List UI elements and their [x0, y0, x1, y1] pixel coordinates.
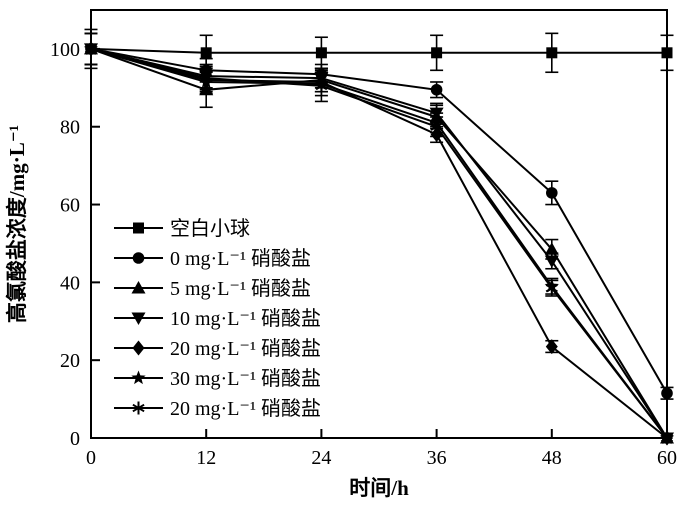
legend-item-0: 空白小球 [114, 217, 250, 240]
asterisk-marker [132, 401, 145, 415]
y-tick-label: 0 [70, 428, 80, 450]
diamond-marker [132, 340, 145, 356]
x-tick-label: 24 [311, 447, 331, 469]
x-axis: 0 12 24 36 48 60 [86, 429, 677, 469]
square-marker [431, 47, 443, 59]
y-axis-label: 高氯酸盐浓度/mg·L⁻¹ [5, 125, 29, 323]
legend-label: 20 mg·L⁻¹ 硝酸盐 [170, 397, 321, 420]
square-marker [133, 222, 144, 234]
square-marker [315, 47, 327, 59]
plot-frame [90, 9, 668, 439]
x-tick-label: 0 [86, 447, 96, 469]
y-axis: 0 20 40 60 80 100 [50, 39, 100, 450]
legend-item-1: 0 mg·L⁻¹ 硝酸盐 [114, 247, 311, 270]
y-tick-label: 20 [60, 350, 80, 372]
legend-item-2: 5 mg·L⁻¹ 硝酸盐 [114, 277, 311, 300]
series-line [90, 47, 668, 439]
y-tick-label: 100 [50, 39, 80, 61]
series-line [90, 47, 668, 439]
series-square [84, 28, 674, 74]
legend-label: 空白小球 [170, 217, 250, 240]
circle-marker [132, 252, 145, 264]
asterisk-marker [545, 281, 558, 295]
x-tick-label: 12 [196, 447, 216, 469]
triangle-down-marker [544, 255, 559, 268]
plot-generated: 0 12 24 36 48 60 0 20 40 60 80 100 空白小球 0 mg·L⁻¹ 硝酸盐 5… [50, 9, 677, 469]
circle-marker [546, 187, 558, 199]
series-line [90, 47, 668, 394]
legend-label: 0 mg·L⁻¹ 硝酸盐 [170, 247, 311, 270]
star-marker [131, 370, 146, 385]
y-tick-label: 60 [60, 195, 80, 217]
series-line [90, 47, 667, 54]
square-marker [546, 47, 558, 59]
y-tick-label: 40 [60, 272, 80, 294]
series-line [90, 47, 668, 439]
x-tick-label: 48 [542, 447, 562, 469]
square-marker [200, 47, 212, 59]
x-tick-label: 60 [657, 447, 677, 469]
legend-item-5: 30 mg·L⁻¹ 硝酸盐 [114, 367, 321, 390]
series-lines [83, 28, 675, 446]
asterisk-marker [84, 42, 98, 56]
circle-marker [430, 83, 443, 96]
square-marker [661, 47, 673, 59]
series-asterisk [84, 32, 674, 445]
legend-label: 20 mg·L⁻¹ 硝酸盐 [170, 337, 321, 360]
circle-marker [661, 387, 673, 400]
diamond-marker [545, 339, 558, 355]
legend-item-3: 10 mg·L⁻¹ 硝酸盐 [114, 307, 321, 330]
legend-label: 5 mg·L⁻¹ 硝酸盐 [170, 277, 311, 300]
legend-item-4: 20 mg·L⁻¹ 硝酸盐 [114, 337, 321, 360]
asterisk-marker [315, 79, 328, 93]
triangle-up-marker [544, 242, 559, 255]
legend-label: 10 mg·L⁻¹ 硝酸盐 [170, 307, 321, 330]
triangle-down-marker [131, 312, 146, 325]
series-line [90, 47, 668, 439]
legend-label: 30 mg·L⁻¹ 硝酸盐 [170, 367, 321, 390]
legend-item-6: 20 mg·L⁻¹ 硝酸盐 [114, 397, 321, 420]
asterisk-marker [660, 431, 674, 445]
asterisk-marker [200, 71, 213, 85]
asterisk-marker [430, 120, 443, 134]
y-tick-label: 80 [60, 117, 80, 139]
x-axis-label: 时间/h [349, 476, 409, 500]
x-tick-label: 36 [427, 447, 447, 469]
legend: 空白小球 0 mg·L⁻¹ 硝酸盐 5 mg·L⁻¹ 硝酸盐 10 mg·L⁻¹ 硝酸… [114, 217, 321, 420]
triangle-up-marker [131, 281, 146, 294]
